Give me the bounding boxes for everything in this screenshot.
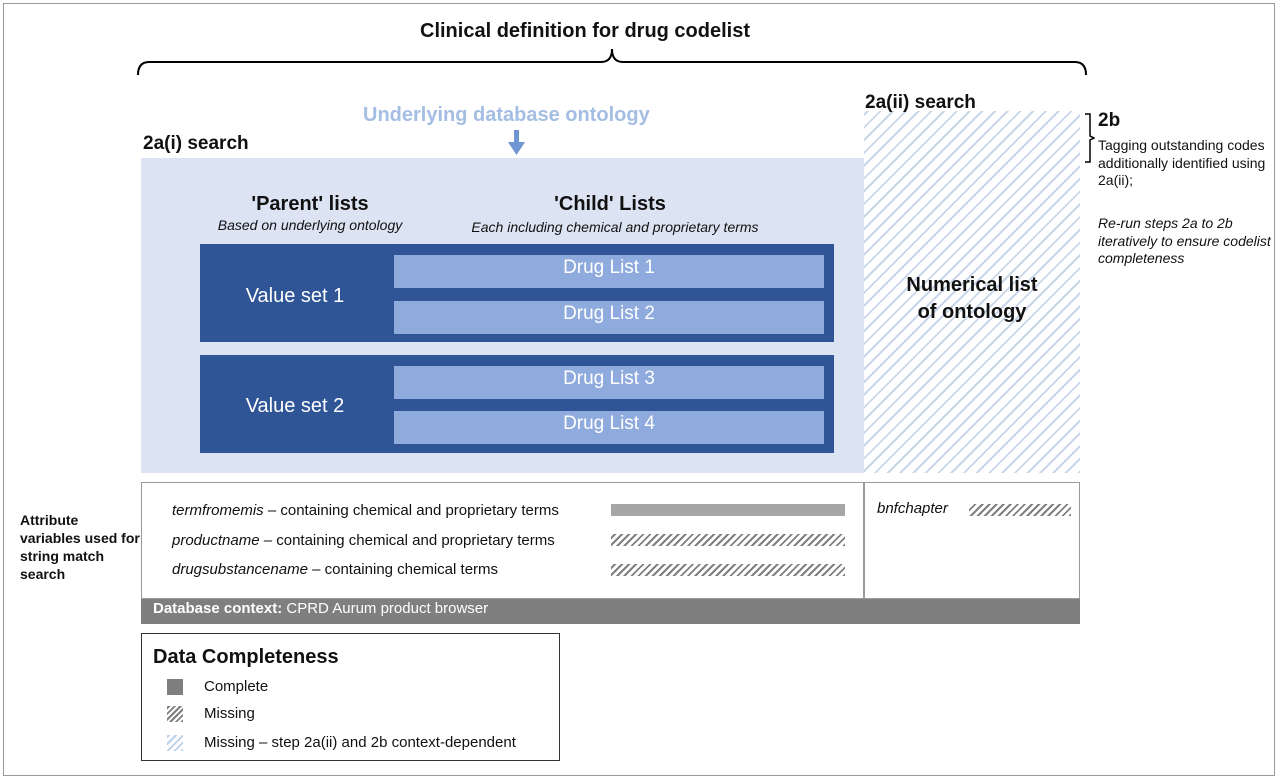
legend-item-complete: Complete: [204, 678, 269, 695]
legend: Data Completeness Complete Missing Missi…: [141, 633, 560, 761]
complete-swatch: [167, 679, 183, 695]
figure-frame: [3, 3, 1275, 776]
attribute-desc-2: – containing chemical and proprietary te…: [259, 532, 555, 549]
child-lists-title: 'Child' Lists: [554, 193, 666, 215]
step-2b-brace: [1085, 113, 1095, 163]
attribute-box: termfromemis – containing chemical and p…: [141, 482, 864, 599]
attribute-box-right: bnfchapter: [864, 482, 1080, 599]
attribute-row-2: productname – containing chemical and pr…: [172, 532, 555, 549]
numerical-list-line-2: of ontology: [917, 301, 1027, 323]
attribute-variables-label: Attribute variables used for string matc…: [20, 512, 140, 582]
step-2b-note: Tagging outstanding codes additionally i…: [1098, 137, 1266, 188]
attribute-desc-1: – containing chemical and proprietary te…: [263, 502, 559, 519]
attribute-var-2: productname: [172, 532, 260, 549]
drug-list-1: Drug List 1: [394, 255, 824, 288]
attribute-var-1: termfromemis: [172, 502, 264, 519]
parent-lists-title: 'Parent' lists: [251, 193, 369, 215]
ontology-label: Underlying database ontology: [363, 104, 650, 126]
attribute-desc-3: – containing chemical terms: [307, 561, 499, 578]
value-set-2: Value set 2 Drug List 3 Drug List 4: [200, 355, 834, 453]
value-set-2-label: Value set 2: [245, 395, 345, 417]
numerical-list-label: Numerical list of ontology: [864, 272, 1080, 326]
top-brace: [137, 48, 1087, 76]
status-bar-missing: [969, 504, 1071, 516]
attribute-row-1: termfromemis – containing chemical and p…: [172, 502, 559, 519]
bnfchapter-var: bnfchapter: [877, 500, 948, 517]
status-bar-missing: [611, 564, 845, 576]
child-lists-subtitle: Each including chemical and proprietary …: [471, 219, 759, 235]
status-bar-missing: [611, 534, 845, 546]
diagram-title: Clinical definition for drug codelist: [420, 20, 751, 42]
context-dependent-swatch: [167, 735, 183, 751]
bnfchapter-row: bnfchapter: [877, 500, 948, 517]
step-2b-label: 2b: [1098, 110, 1121, 131]
database-context-bar: Database context: CPRD Aurum product bro…: [141, 599, 1080, 624]
search-2ai-label: 2a(i) search: [143, 133, 249, 154]
database-context-value: CPRD Aurum product browser: [282, 600, 489, 617]
status-bar-complete: [611, 504, 845, 516]
value-set-1: Value set 1 Drug List 1 Drug List 2: [200, 244, 834, 342]
parent-lists-subtitle: Based on underlying ontology: [217, 217, 403, 233]
legend-title: Data Completeness: [153, 646, 339, 668]
down-arrow-icon: [508, 130, 525, 155]
attribute-row-3: drugsubstancename – containing chemical …: [172, 561, 498, 578]
database-context-label: Database context:: [153, 600, 283, 617]
drug-list-2: Drug List 2: [394, 301, 824, 334]
drug-list-4: Drug List 4: [394, 411, 824, 444]
legend-item-context-dependent: Missing – step 2a(ii) and 2b context-dep…: [204, 734, 516, 751]
value-set-1-label: Value set 1: [245, 285, 345, 307]
legend-item-missing: Missing: [204, 705, 255, 722]
drug-list-3: Drug List 3: [394, 366, 824, 399]
numerical-list-region: [864, 111, 1080, 473]
search-2aii-label: 2a(ii) search: [865, 92, 976, 113]
missing-swatch: [167, 706, 183, 722]
attribute-var-3: drugsubstancename: [172, 561, 308, 578]
numerical-list-line-1: Numerical list: [906, 274, 1038, 296]
step-2b-rerun-note: Re-run steps 2a to 2b iteratively to ens…: [1098, 215, 1271, 266]
